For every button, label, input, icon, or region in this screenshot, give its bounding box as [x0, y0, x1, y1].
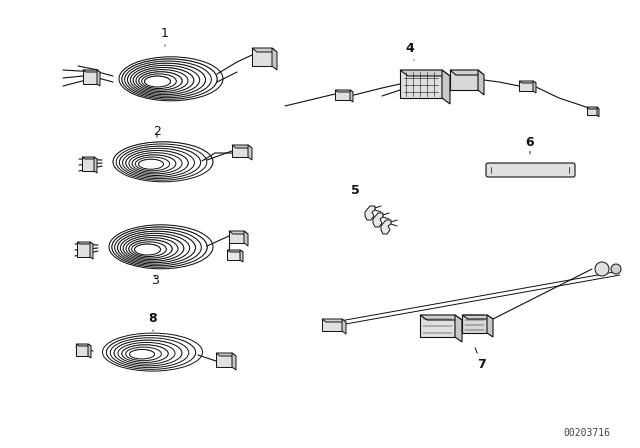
Circle shape: [595, 262, 609, 276]
Polygon shape: [365, 206, 375, 220]
Polygon shape: [597, 107, 599, 117]
Text: 4: 4: [406, 42, 414, 60]
Polygon shape: [232, 353, 236, 370]
Text: 00203716: 00203716: [563, 428, 610, 438]
Polygon shape: [76, 344, 91, 346]
Polygon shape: [519, 81, 536, 83]
Bar: [450, 70, 478, 90]
Bar: [82, 157, 94, 171]
Bar: [420, 315, 455, 337]
Text: 7: 7: [475, 348, 486, 371]
Polygon shape: [442, 70, 450, 104]
Polygon shape: [381, 220, 391, 234]
Polygon shape: [227, 250, 243, 252]
Polygon shape: [77, 242, 93, 244]
Text: 5: 5: [351, 184, 360, 197]
Polygon shape: [97, 70, 100, 86]
Polygon shape: [487, 315, 493, 337]
Polygon shape: [94, 157, 97, 173]
Bar: [400, 70, 442, 98]
Polygon shape: [350, 90, 353, 102]
Bar: [335, 90, 350, 100]
Polygon shape: [455, 315, 462, 342]
Bar: [462, 315, 487, 333]
Polygon shape: [587, 107, 599, 109]
Polygon shape: [450, 70, 484, 75]
Polygon shape: [533, 81, 536, 93]
Polygon shape: [373, 213, 383, 227]
Polygon shape: [478, 70, 484, 95]
Text: 2: 2: [153, 125, 161, 138]
Polygon shape: [342, 319, 346, 334]
Polygon shape: [240, 250, 243, 262]
Bar: [229, 231, 244, 243]
Polygon shape: [322, 319, 346, 322]
Polygon shape: [229, 231, 248, 234]
Polygon shape: [400, 70, 450, 76]
Polygon shape: [335, 90, 353, 92]
Polygon shape: [232, 145, 252, 148]
Text: 6: 6: [525, 135, 534, 154]
Polygon shape: [272, 48, 277, 70]
Bar: [77, 242, 90, 257]
Bar: [232, 145, 248, 157]
Bar: [76, 344, 88, 356]
Polygon shape: [216, 353, 236, 356]
Text: 3: 3: [151, 273, 159, 287]
Text: 1: 1: [161, 26, 169, 46]
Bar: [216, 353, 232, 367]
FancyBboxPatch shape: [486, 163, 575, 177]
Circle shape: [611, 264, 621, 274]
Polygon shape: [88, 344, 91, 358]
Polygon shape: [420, 315, 462, 320]
Polygon shape: [248, 145, 252, 160]
Polygon shape: [244, 231, 248, 246]
Text: 8: 8: [148, 311, 157, 331]
Bar: [227, 250, 240, 260]
Polygon shape: [90, 242, 93, 259]
Bar: [252, 48, 272, 66]
Polygon shape: [252, 48, 277, 52]
Polygon shape: [82, 157, 97, 159]
Bar: [519, 81, 533, 91]
Polygon shape: [462, 315, 493, 319]
Polygon shape: [83, 70, 100, 72]
Bar: [322, 319, 342, 331]
Bar: [83, 70, 97, 84]
Bar: [587, 107, 597, 115]
